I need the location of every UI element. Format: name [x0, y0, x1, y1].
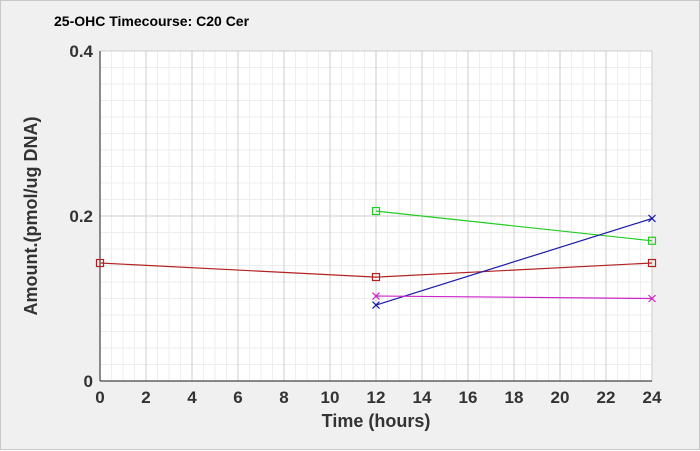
x-tick-label: 6: [233, 388, 242, 407]
x-tick-label: 4: [187, 388, 197, 407]
x-tick-label: 0: [95, 388, 104, 407]
series-1: [95, 258, 657, 282]
data-point-x: [648, 294, 656, 303]
data-point-square: [647, 258, 657, 268]
series-line: [375, 217, 653, 306]
y-tick-labels: 0 0.2 0.4: [69, 42, 93, 391]
x-tick-label: 8: [279, 388, 288, 407]
x-tick-label: 2: [141, 388, 150, 407]
x-tick-label: 20: [551, 388, 570, 407]
data-point-square: [371, 206, 381, 216]
data-point-square: [371, 272, 381, 282]
data-point-x: [372, 301, 380, 310]
series-3: [372, 214, 656, 310]
data-point-square: [647, 236, 657, 245]
series-layer: [95, 206, 657, 310]
series-line: [375, 210, 653, 242]
series-4: [372, 292, 656, 303]
series-line: [99, 262, 653, 278]
y-tick-label: 0.2: [69, 207, 93, 226]
y-tick-label: 0.4: [69, 42, 93, 61]
data-point-square: [95, 258, 105, 268]
x-tick-label: 24: [643, 388, 662, 407]
x-axis-title: Time (hours): [322, 411, 431, 431]
data-point-x: [648, 214, 656, 223]
x-tick-label: 10: [321, 388, 340, 407]
x-tick-label: 12: [367, 388, 386, 407]
y-axis-title: Amount.(pmol/ug DNA): [21, 117, 41, 316]
x-tick-label: 16: [459, 388, 478, 407]
chart-title: 25-OHC Timecourse: C20 Cer: [54, 13, 250, 29]
data-point-x: [372, 292, 380, 300]
axes: [99, 51, 652, 382]
x-tick-labels: 0 2 4 6 8 10 12 14 16 18 20 22 24: [95, 388, 662, 407]
series-2: [371, 206, 657, 245]
x-tick-label: 18: [505, 388, 524, 407]
x-tick-label: 14: [413, 388, 432, 407]
series-line: [375, 295, 653, 300]
x-tick-label: 22: [597, 388, 616, 407]
major-grid: [99, 50, 653, 382]
y-tick-label: 0: [84, 372, 93, 391]
